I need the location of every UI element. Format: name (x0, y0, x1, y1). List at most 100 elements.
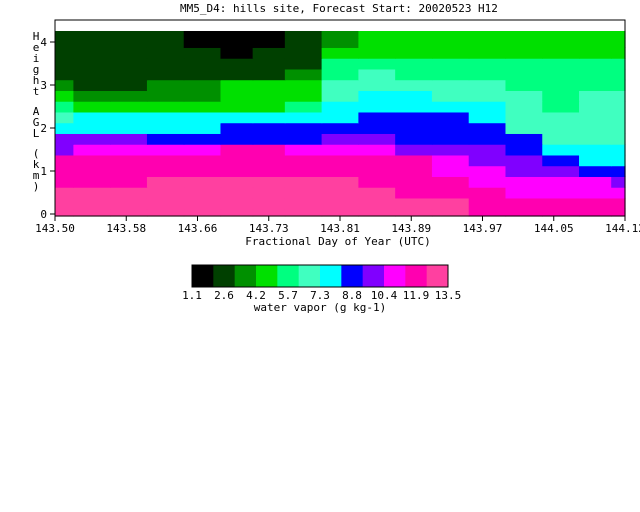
heatmap-cell (55, 176, 74, 188)
heatmap-cell (358, 187, 396, 199)
heatmap-cell (284, 47, 323, 59)
heatmap-cell (183, 122, 222, 134)
heatmap-cell (468, 197, 507, 210)
colorbar: 1.1 2.6 4.2 5.7 7.3 8.8 10.4 11.9 13.5 (182, 264, 462, 302)
x-axis-label: Fractional Day of Year (UTC) (245, 235, 430, 248)
heatmap-cell (431, 31, 470, 39)
heatmap-cell (505, 176, 543, 188)
colorbar-swatch (341, 265, 364, 287)
heatmap-cell (579, 122, 612, 134)
heatmap-cell (431, 208, 470, 217)
heatmap-cell (468, 133, 507, 145)
heatmap-cell (146, 208, 185, 217)
heatmap-cell (55, 79, 74, 91)
heatmap-cell (183, 154, 222, 167)
heatmap-cell (579, 79, 612, 91)
heatmap-cell (611, 154, 626, 167)
colorbar-swatch (298, 265, 321, 287)
heatmap-cell (252, 122, 286, 134)
heatmap-cell (321, 68, 359, 81)
heatmap-cell (358, 111, 396, 124)
x-tick-label: 143.73 (249, 222, 289, 235)
heatmap-cell (468, 101, 507, 113)
heatmap-cell (395, 197, 433, 210)
heatmap-cell (579, 144, 612, 156)
heatmap-cells (55, 31, 626, 217)
heatmap-cell (321, 144, 359, 156)
heatmap-cell (146, 144, 185, 156)
heatmap-cell (73, 208, 111, 217)
heatmap-cell (611, 133, 626, 145)
heatmap-cell (579, 90, 612, 102)
heatmap-cell (220, 111, 254, 124)
heatmap-cell (505, 165, 543, 177)
heatmap-cell (431, 154, 470, 167)
heatmap-cell (358, 47, 396, 59)
heatmap-cell (468, 90, 507, 102)
heatmap-cell (395, 154, 433, 167)
colorbar-swatch (384, 265, 406, 287)
heatmap-cell (284, 176, 323, 188)
heatmap-cell (321, 37, 359, 48)
heatmap-cell (284, 79, 323, 91)
heatmap-cell (321, 208, 359, 217)
plot-area (54, 19, 626, 217)
x-tick-label: 143.81 (320, 222, 360, 235)
heatmap-cell (579, 133, 612, 145)
heatmap-cell (431, 176, 470, 188)
heatmap-cell (146, 154, 185, 167)
heatmap-cell (252, 111, 286, 124)
heatmap-cell (73, 47, 111, 59)
heatmap-cell (505, 197, 543, 210)
heatmap-cell (542, 208, 580, 217)
colorbar-tick-label: 1.1 (182, 289, 202, 302)
heatmap-cell (284, 68, 323, 81)
heatmap-cell (220, 197, 254, 210)
heatmap-cell (183, 31, 222, 39)
heatmap-cell (468, 79, 507, 91)
heatmap-cell (252, 154, 286, 167)
heatmap-cell (468, 58, 507, 70)
heatmap-cell (220, 176, 254, 188)
heatmap-cell (183, 90, 222, 102)
colorbar-tick-label: 13.5 (435, 289, 462, 302)
heatmap-cell (321, 58, 359, 70)
heatmap-cell (110, 79, 148, 91)
heatmap-cell (505, 37, 543, 48)
heatmap-cell (395, 144, 433, 156)
heatmap-cell (220, 165, 254, 177)
colorbar-frame (191, 264, 449, 288)
heatmap-cell (542, 144, 580, 156)
heatmap-cell (73, 90, 111, 102)
heatmap-cell (395, 68, 433, 81)
heatmap-cell (358, 37, 396, 48)
heatmap-cell (146, 79, 185, 91)
heatmap-cell (395, 165, 433, 177)
heatmap-cell (505, 101, 543, 113)
heatmap-cell (579, 47, 612, 59)
heatmap-cell (55, 90, 74, 102)
heatmap-cell (505, 208, 543, 217)
heatmap-cell (252, 58, 286, 70)
colorbar-swatch (277, 265, 300, 287)
heatmap-cell (468, 31, 507, 39)
heatmap-cell (252, 47, 286, 59)
heatmap-cell (110, 122, 148, 134)
heatmap-cell (73, 79, 111, 91)
colorbar-label: water vapor (g kg-1) (254, 301, 386, 314)
heatmap-cell (110, 197, 148, 210)
heatmap-cell (321, 101, 359, 113)
heatmap-cell (146, 187, 185, 199)
heatmap-cell (611, 122, 626, 134)
heatmap-cell (183, 37, 222, 48)
heatmap-cell (505, 47, 543, 59)
heatmap-cell (55, 133, 74, 145)
x-tick-label: 143.97 (463, 222, 503, 235)
colorbar-tick-label: 8.8 (342, 289, 362, 302)
heatmap-cell (542, 197, 580, 210)
heatmap-cell (505, 31, 543, 39)
heatmap-cell (73, 144, 111, 156)
heatmap-cell (110, 31, 148, 39)
heatmap-cell (73, 165, 111, 177)
colorbar-swatch (234, 265, 257, 287)
